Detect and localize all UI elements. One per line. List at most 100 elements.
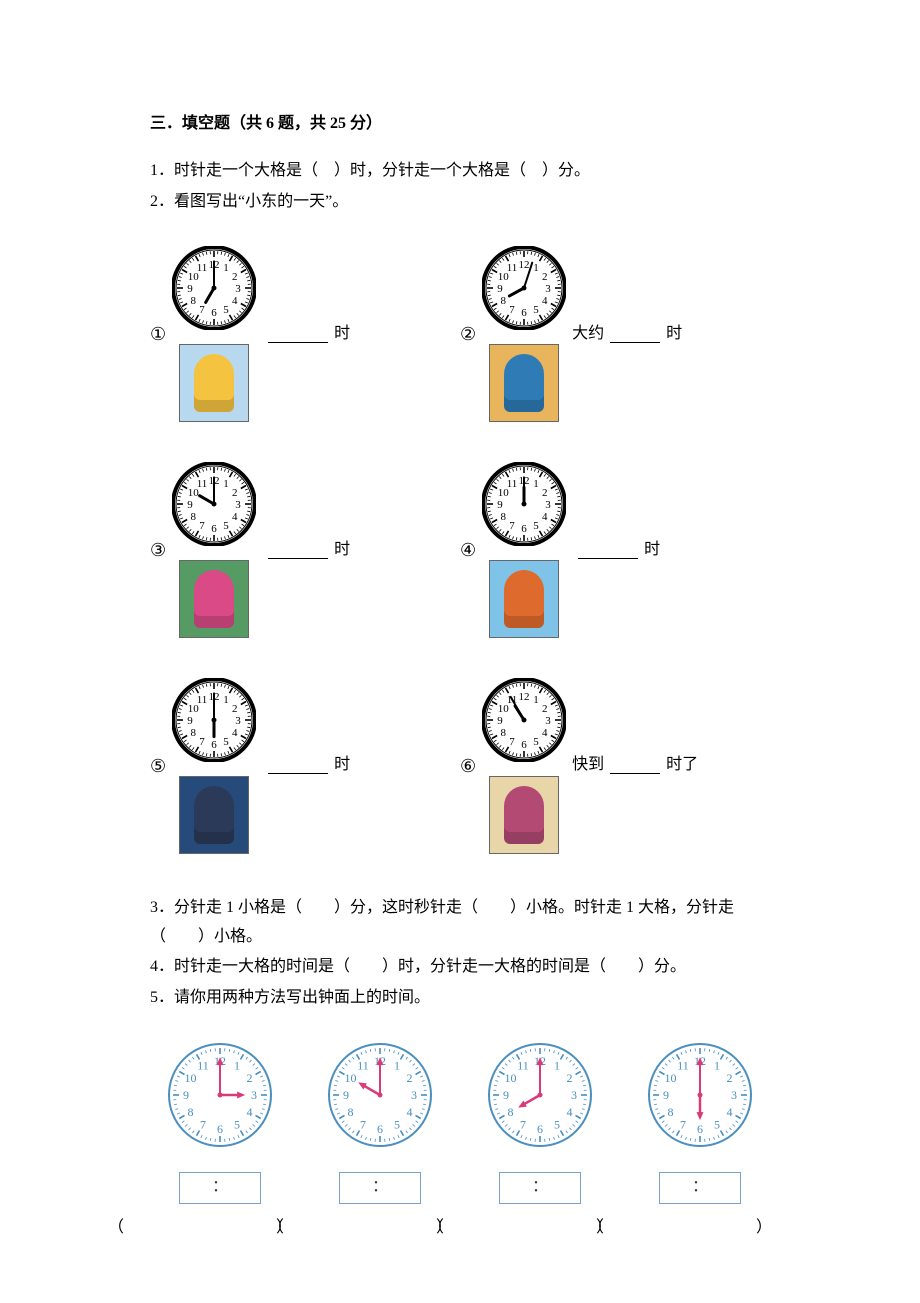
svg-text:5: 5: [223, 520, 229, 532]
q5-item: 123456789101112 ： （ ）: [470, 1043, 610, 1243]
colon: ：: [212, 1173, 228, 1202]
q5-row: 123456789101112 ： （ ） 123456789101112 ： …: [150, 1043, 770, 1243]
svg-text:6: 6: [211, 523, 217, 535]
svg-text:2: 2: [542, 703, 548, 715]
colon: ：: [372, 1173, 388, 1202]
svg-text:2: 2: [232, 271, 238, 283]
svg-text:8: 8: [348, 1105, 354, 1119]
q2-stack: 123456789101112: [172, 246, 256, 422]
svg-text:1: 1: [533, 694, 539, 706]
item-suffix: 时了: [666, 751, 698, 780]
svg-text:9: 9: [183, 1088, 189, 1102]
svg-text:5: 5: [394, 1117, 400, 1131]
svg-text:4: 4: [406, 1105, 412, 1119]
svg-text:6: 6: [537, 1122, 543, 1136]
svg-text:9: 9: [497, 499, 503, 511]
section-heading: 三．填空题（共 6 题，共 25 分）: [150, 110, 770, 139]
svg-text:4: 4: [566, 1105, 572, 1119]
time-entry-box[interactable]: ：: [339, 1172, 421, 1204]
svg-text:6: 6: [217, 1122, 223, 1136]
q2-item: ⑥ 123456789101112 快到 时了: [460, 678, 740, 854]
q2-item: ① 123456789101112 时: [150, 246, 430, 422]
svg-text:9: 9: [497, 283, 503, 295]
answer-blank[interactable]: [268, 757, 328, 774]
q5-item: 123456789101112 ： （ ）: [630, 1043, 770, 1243]
svg-text:7: 7: [509, 736, 515, 748]
svg-text:6: 6: [521, 523, 527, 535]
svg-text:9: 9: [497, 715, 503, 727]
time-entry-box[interactable]: ：: [179, 1172, 261, 1204]
item-suffix: 时: [666, 320, 682, 349]
colon: ：: [692, 1173, 708, 1202]
svg-text:1: 1: [234, 1059, 240, 1073]
q2-grid: ① 123456789101112 时 ② 123456789101112 大约…: [150, 246, 770, 853]
svg-text:11: 11: [357, 1059, 369, 1073]
scene-image: [179, 776, 249, 854]
svg-text:11: 11: [197, 1059, 209, 1073]
scene-image: [179, 560, 249, 638]
svg-text:11: 11: [507, 263, 518, 275]
q2-row: ⑤ 123456789101112 时 ⑥ 123456789101112 快到…: [150, 678, 770, 854]
svg-text:1: 1: [714, 1059, 720, 1073]
time-entry-box[interactable]: ：: [659, 1172, 741, 1204]
clock-icon: 123456789101112: [172, 246, 256, 341]
svg-text:6: 6: [211, 307, 217, 319]
svg-text:9: 9: [663, 1088, 669, 1102]
svg-text:7: 7: [199, 520, 205, 532]
svg-text:1: 1: [223, 694, 229, 706]
svg-text:1: 1: [554, 1059, 560, 1073]
answer-blank[interactable]: [268, 326, 328, 343]
clock-icon: 123456789101112: [482, 678, 566, 773]
q2-row: ③ 123456789101112 时 ④ 123456789101112 时: [150, 462, 770, 638]
item-number: ③: [150, 534, 166, 566]
answer-blank[interactable]: [268, 542, 328, 559]
svg-text:7: 7: [199, 736, 205, 748]
answer-paren[interactable]: （ ）: [588, 1214, 812, 1243]
svg-text:4: 4: [232, 511, 238, 523]
svg-text:6: 6: [521, 307, 527, 319]
svg-text:4: 4: [542, 295, 548, 307]
svg-text:7: 7: [200, 1117, 206, 1131]
svg-text:11: 11: [197, 263, 208, 275]
svg-text:11: 11: [197, 478, 208, 490]
svg-text:1: 1: [223, 263, 229, 275]
q2-item: ⑤ 123456789101112 时: [150, 678, 430, 854]
answer-blank[interactable]: [578, 542, 638, 559]
svg-text:3: 3: [235, 499, 241, 511]
svg-text:5: 5: [714, 1117, 720, 1131]
svg-text:5: 5: [533, 520, 539, 532]
q1-text: 1．时针走一个大格是（ ）时，分针走一个大格是（ ）分。: [150, 157, 770, 186]
svg-text:1: 1: [533, 263, 539, 275]
svg-text:7: 7: [680, 1117, 686, 1131]
answer-blank[interactable]: [610, 326, 660, 343]
svg-text:11: 11: [677, 1059, 689, 1073]
q2-stack: 123456789101112: [172, 462, 256, 638]
svg-text:7: 7: [509, 304, 515, 316]
clock-icon: 123456789101112: [328, 1043, 432, 1158]
q2-item: ④ 123456789101112 时: [460, 462, 740, 638]
q2-stack: 123456789101112: [482, 246, 566, 422]
svg-text:9: 9: [343, 1088, 349, 1102]
clock-icon: 123456789101112: [488, 1043, 592, 1158]
svg-text:8: 8: [191, 295, 197, 307]
item-number: ⑤: [150, 750, 166, 782]
svg-text:2: 2: [542, 487, 548, 499]
svg-text:10: 10: [185, 1071, 197, 1085]
item-number: ④: [460, 534, 476, 566]
svg-text:5: 5: [533, 736, 539, 748]
svg-text:5: 5: [554, 1117, 560, 1131]
svg-text:11: 11: [507, 478, 518, 490]
svg-text:12: 12: [519, 691, 530, 703]
answer-blank[interactable]: [610, 757, 660, 774]
svg-text:4: 4: [232, 295, 238, 307]
item-suffix: 时: [644, 536, 660, 565]
svg-text:3: 3: [411, 1088, 417, 1102]
svg-text:2: 2: [232, 487, 238, 499]
svg-text:7: 7: [509, 520, 515, 532]
svg-text:4: 4: [246, 1105, 252, 1119]
q3-text: 3．分针走 1 小格是（ ）分，这时秒针走（ ）小格。时针走 1 大格，分针走（…: [150, 894, 770, 952]
svg-text:12: 12: [519, 259, 530, 271]
time-entry-box[interactable]: ：: [499, 1172, 581, 1204]
svg-text:6: 6: [521, 739, 527, 751]
q2-item: ② 123456789101112 大约 时: [460, 246, 740, 422]
